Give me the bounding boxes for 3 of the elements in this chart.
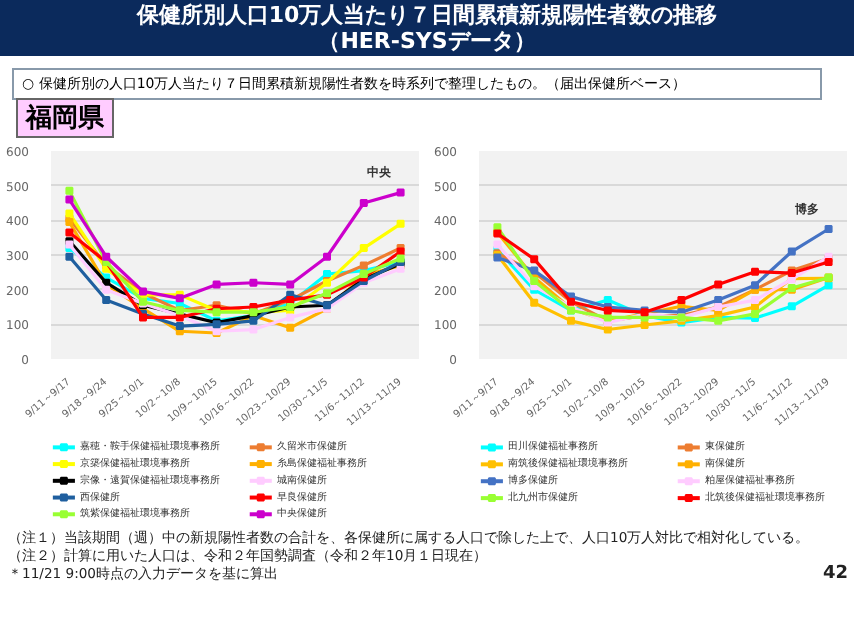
text: 42: [822, 564, 848, 584]
chart-title: 保健所別人口10万人当たり７日間累積新規陽性者数の推移（HER-SYSデータ）: [134, 2, 720, 54]
text: 福岡県: [16, 98, 114, 138]
